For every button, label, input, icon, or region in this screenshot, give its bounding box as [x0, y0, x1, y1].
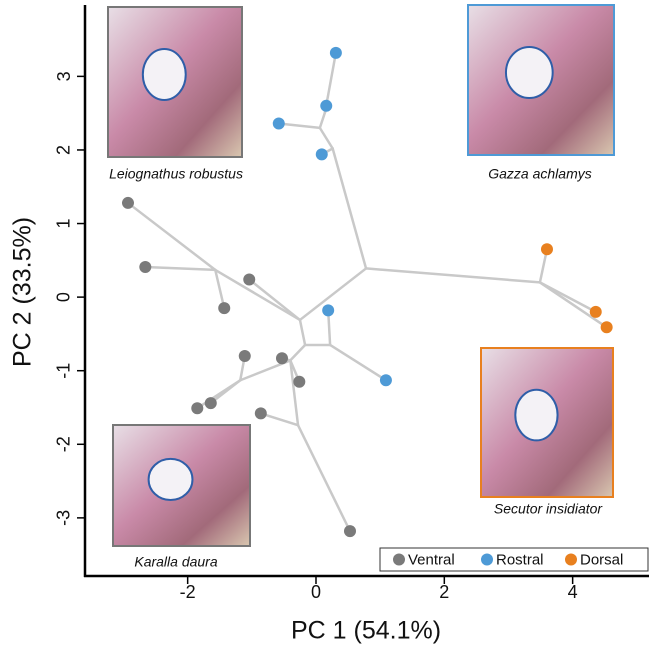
x-tick-label: 2 — [439, 582, 449, 602]
legend-box — [379, 547, 649, 572]
legend-label: Rostral — [496, 551, 544, 568]
y-tick-label: 2 — [54, 145, 74, 155]
data-point — [343, 525, 356, 538]
specimen-eye — [514, 388, 559, 442]
tree-branch — [364, 267, 542, 284]
data-point — [238, 349, 251, 362]
data-point — [329, 46, 342, 59]
tree-branch — [328, 343, 388, 382]
data-point — [204, 397, 217, 410]
data-point — [191, 402, 204, 415]
legend-marker — [481, 553, 493, 566]
y-tick-label: 0 — [54, 292, 74, 302]
tree-branch — [318, 126, 334, 150]
y-tick-label: 1 — [54, 219, 74, 229]
data-point — [272, 117, 285, 130]
species-caption: Gazza achlamys — [488, 166, 591, 182]
tree-branch — [259, 412, 300, 427]
species-caption: Karalla daura — [134, 554, 217, 570]
tree-branch — [296, 423, 352, 533]
specimen-eye — [141, 48, 187, 101]
species-caption: Secutor insidiator — [494, 501, 604, 517]
tree-branch — [538, 281, 608, 329]
species-caption: Leiognathus robustus — [109, 166, 243, 182]
data-point — [254, 407, 267, 420]
x-tick-label: -2 — [180, 582, 196, 602]
data-point — [218, 302, 231, 315]
tree-branch — [298, 318, 307, 347]
tree-branch — [196, 379, 242, 410]
tree-branch — [289, 343, 307, 362]
x-tick-label: 4 — [568, 582, 578, 602]
legend-marker — [565, 553, 577, 566]
y-axis-title: PC 2 (33.5%) — [9, 217, 37, 367]
tree-branch — [214, 268, 302, 322]
y-tick-label: -3 — [54, 510, 74, 526]
legend-label: Ventral — [408, 551, 455, 568]
tree-branch — [289, 359, 300, 427]
tree-branch — [298, 267, 368, 322]
y-tick-label: -1 — [54, 363, 74, 379]
y-tick-label: -2 — [54, 436, 74, 452]
image-frame — [480, 347, 614, 498]
legend-marker — [393, 553, 405, 566]
tree-branch — [277, 122, 322, 130]
data-point — [121, 196, 134, 209]
legend-label: Dorsal — [580, 551, 623, 568]
data-point — [293, 375, 306, 388]
data-point — [600, 321, 613, 334]
tree-branch — [331, 147, 368, 270]
image-frame — [107, 6, 243, 158]
image-frame — [112, 424, 251, 547]
data-point — [320, 99, 333, 112]
data-point — [589, 305, 602, 318]
y-tick-label: 3 — [54, 71, 74, 81]
specimen-eye — [504, 46, 554, 99]
data-point — [322, 304, 335, 317]
tree-branch — [144, 265, 217, 272]
data-point — [139, 260, 152, 273]
tree-branch — [126, 201, 217, 272]
image-frame — [467, 4, 615, 156]
data-point — [379, 374, 392, 387]
data-point — [243, 273, 256, 286]
x-tick-label: 0 — [311, 582, 321, 602]
tree-branch — [248, 278, 302, 322]
tree-branch — [214, 268, 226, 310]
data-point — [315, 148, 328, 161]
tree-branch — [318, 111, 327, 130]
specimen-eye — [147, 457, 194, 502]
data-point — [275, 352, 288, 365]
x-axis-title: PC 1 (54.1%) — [291, 617, 441, 645]
data-point — [540, 243, 553, 256]
